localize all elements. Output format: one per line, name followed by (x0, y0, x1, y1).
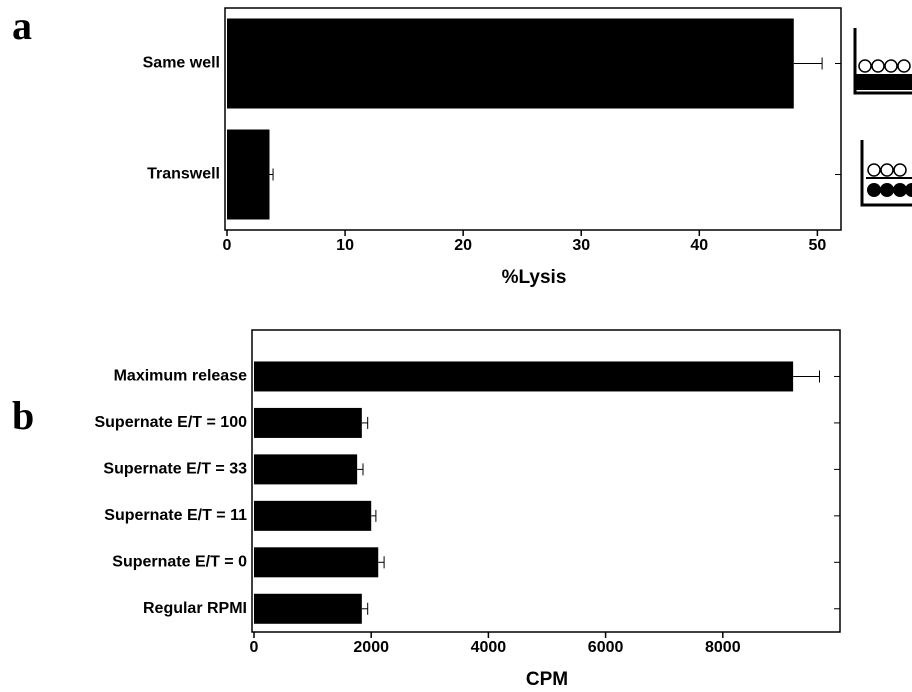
error-bar (371, 509, 377, 522)
x-axis-title: %Lysis (502, 267, 567, 288)
bar (254, 500, 372, 531)
x-tick-label: 4000 (471, 639, 507, 656)
x-tick-label: 2000 (353, 639, 389, 656)
y-tick-label: Transwell (147, 166, 220, 183)
y-tick-label: Supernate E/T = 100 (94, 414, 247, 431)
bar (254, 407, 362, 438)
error-bar (793, 370, 820, 383)
y-tick-label: Maximum release (114, 368, 248, 385)
y-tick-label: Supernate E/T = 0 (112, 554, 247, 571)
error-bar (361, 602, 369, 615)
y-tick-label: Regular RPMI (143, 600, 247, 617)
bar (254, 593, 362, 624)
x-axis-title: CPM (526, 669, 568, 690)
bar (227, 18, 794, 109)
x-tick-label: 20 (454, 237, 472, 254)
x-tick-label: 0 (223, 237, 232, 254)
error-bar (793, 57, 823, 70)
bar (254, 361, 794, 392)
bar (254, 454, 358, 485)
x-tick-label: 6000 (588, 639, 624, 656)
x-tick-label: 50 (808, 237, 826, 254)
y-tick-label: Supernate E/T = 11 (104, 507, 247, 524)
bar (254, 547, 379, 578)
error-bar (269, 168, 274, 181)
error-bar (378, 556, 385, 569)
y-tick-label: Supernate E/T = 33 (103, 461, 247, 478)
panel-label: a (12, 3, 32, 48)
panel-label: b (12, 393, 34, 438)
x-tick-label: 30 (572, 237, 590, 254)
plot-frame (224, 7, 842, 231)
error-bar (361, 416, 369, 429)
bar (227, 129, 270, 220)
well-icon-same (853, 28, 912, 95)
well-icon-transwell (860, 140, 912, 207)
x-tick-label: 0 (250, 639, 259, 656)
x-tick-label: 10 (336, 237, 354, 254)
x-tick-label: 40 (690, 237, 708, 254)
plot-frame (251, 329, 841, 633)
error-bar (357, 463, 364, 476)
y-tick-label: Same well (143, 55, 220, 72)
x-tick-label: 8000 (705, 639, 741, 656)
